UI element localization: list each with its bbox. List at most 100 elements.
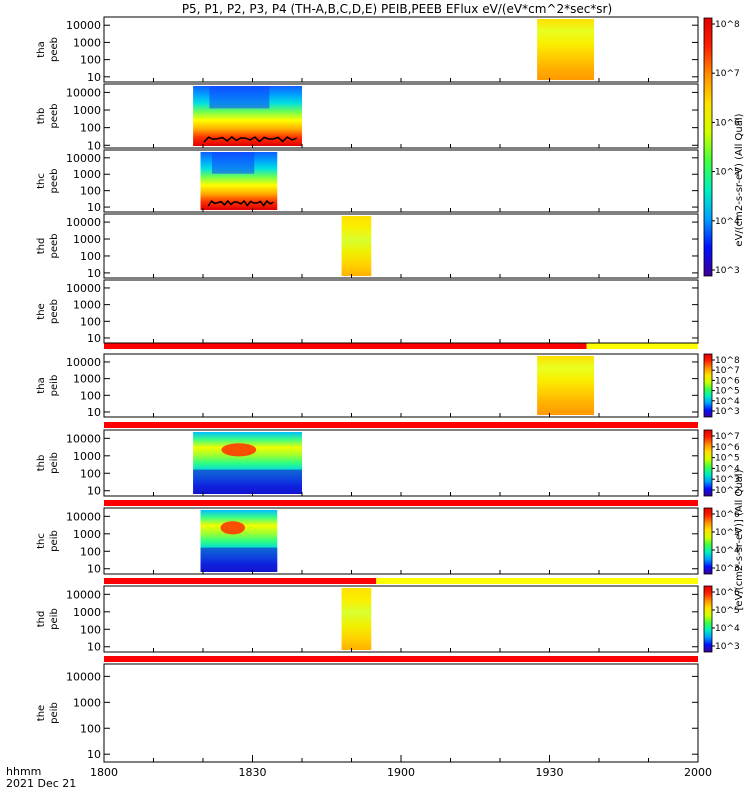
colorbar-label: 10^4: [715, 546, 740, 556]
colorbar-swatch: [703, 353, 713, 418]
y-tick-label: 10: [87, 485, 101, 498]
colorbar-swatch: [703, 585, 713, 653]
spectrogram-block: [341, 216, 372, 276]
low-flux-band: [209, 86, 270, 109]
colorbar-tha-peib: 10^810^710^610^510^410^3: [703, 353, 740, 418]
y-tick-label: 100: [80, 722, 101, 735]
x-tick-label: 2000: [684, 766, 712, 779]
y-tick-label: 100: [80, 54, 101, 67]
panel-frame: [103, 663, 699, 763]
x-tick-label: 1800: [90, 766, 118, 779]
colorbar-label: 10^3: [715, 475, 740, 485]
spectrogram-block: [341, 588, 372, 650]
y-tick-label: 1000: [73, 104, 101, 117]
colorbar-label: 10^7: [715, 432, 740, 442]
potential-trace: [203, 136, 297, 143]
y-tick-label: 1000: [73, 450, 101, 463]
panel-product-label: peeb: [49, 104, 60, 129]
y-tick-label: 100: [80, 545, 101, 558]
panel-tha-peib: 10 100 1000 10000 tha peib: [36, 353, 699, 419]
panel-product-label: peib: [49, 452, 60, 474]
panel-frame: [103, 149, 699, 213]
quality-bar-tail: [586, 343, 698, 349]
panel-probe-label: thc: [36, 173, 47, 189]
ion-peak: [220, 521, 246, 535]
colorbar-label: 10^5: [715, 606, 740, 616]
y-tick-label: 100: [80, 250, 101, 263]
colorbar-label: 10^2: [715, 486, 740, 496]
colorbar-label: 10^5: [715, 387, 740, 397]
colorbar-tha-peeb: 10^8 10^7 10^6 10^5 10^4 10^3: [703, 17, 740, 277]
y-tick-label: 100: [80, 122, 101, 135]
low-energy-band: [193, 469, 302, 493]
panel-probe-label: thb: [36, 455, 47, 472]
y-tick-label: 1000: [73, 168, 101, 181]
panel-thc-peib: 10 100 1000 10000 thc peib: [36, 507, 699, 576]
spectrogram-block: [537, 19, 595, 80]
y-tick-label: 100: [80, 623, 101, 636]
y-tick-label: 10000: [66, 432, 101, 445]
spectrogram-block: [537, 356, 595, 415]
colorbar-label: 10^6: [715, 443, 740, 453]
colorbar-thc-peib: 10^6 10^5 10^4 10^3: [703, 507, 740, 575]
panel-probe-label: tha: [36, 41, 47, 57]
colorbar-swatch: [703, 429, 713, 497]
panel-probe-label: thd: [36, 611, 47, 628]
colorbar-title-lower: [eV/(cm2-s-sr-eV)] (All Qual): [734, 469, 745, 610]
colorbar-label: 10^6: [715, 588, 740, 598]
y-tick-label: 1000: [73, 299, 101, 312]
y-tick-label: 1000: [73, 36, 101, 49]
chart-title: P5, P1, P2, P3, P4 (TH-A,B,C,D,E) PEIB,P…: [182, 2, 612, 16]
colorbar-label: 10^4: [715, 397, 740, 407]
panel-probe-label: thc: [36, 533, 47, 549]
y-tick-label: 1000: [73, 696, 101, 709]
y-tick-label: 10: [87, 139, 101, 152]
colorbar-swatch: [703, 507, 713, 575]
panel-probe-label: the: [36, 303, 47, 319]
x-axis-label-line1: hhmm: [6, 765, 41, 778]
x-tick-label: 1830: [239, 766, 267, 779]
y-tick-label: 1000: [73, 606, 101, 619]
y-tick-label: 10: [87, 332, 101, 345]
x-tick-label: 1930: [536, 766, 564, 779]
colorbar-label: 10^8: [715, 356, 740, 366]
quality-bar-red: [104, 656, 698, 662]
panel-product-label: peib: [49, 702, 60, 724]
y-tick-label: 10000: [66, 510, 101, 523]
y-tick-label: 10: [87, 406, 101, 419]
panel-product-label: peeb: [49, 234, 60, 259]
colorbar-label: 10^5: [715, 454, 740, 464]
y-tick-label: 10000: [66, 86, 101, 99]
colorbar-label: 10^4: [715, 464, 740, 474]
colorbar-label: 10^3: [715, 642, 740, 652]
panel-frame: [103, 279, 699, 344]
colorbar-thd-peib: 10^6 10^5 10^4 10^3: [703, 585, 740, 653]
colorbar-label: 10^3: [715, 407, 740, 417]
y-tick-label: 10000: [66, 282, 101, 295]
panel-thb-peib: 10 100 1000 10000 thb peib: [36, 429, 699, 498]
panel-probe-label: thd: [36, 238, 47, 255]
panel-thb-peeb: 10 100 1000 10000 thb peeb: [36, 83, 699, 152]
y-tick-label: 10: [87, 71, 101, 84]
x-tick-label: 1900: [387, 766, 415, 779]
colorbar-label: 10^4: [715, 624, 740, 634]
panel-product-label: peeb: [49, 169, 60, 194]
potential-trace: [207, 199, 274, 207]
y-tick-label: 10: [87, 641, 101, 654]
low-flux-band: [212, 152, 255, 174]
y-tick-label: 10: [87, 201, 101, 214]
y-tick-label: 100: [80, 315, 101, 328]
ion-peak: [221, 443, 257, 457]
y-tick-label: 1000: [73, 373, 101, 386]
y-tick-label: 10000: [66, 19, 101, 32]
y-tick-label: 10000: [66, 670, 101, 683]
panel-thd-peib: 10 100 1000 10000 thd peib: [36, 585, 699, 654]
panel-the-peib: 10 100 1000 10000 the peib: [36, 663, 699, 763]
panel-probe-label: thb: [36, 108, 47, 125]
y-tick-label: 100: [80, 185, 101, 198]
y-tick-label: 10000: [66, 152, 101, 165]
colorbar-label: 10^7: [715, 69, 740, 79]
panel-frame: [103, 507, 699, 575]
